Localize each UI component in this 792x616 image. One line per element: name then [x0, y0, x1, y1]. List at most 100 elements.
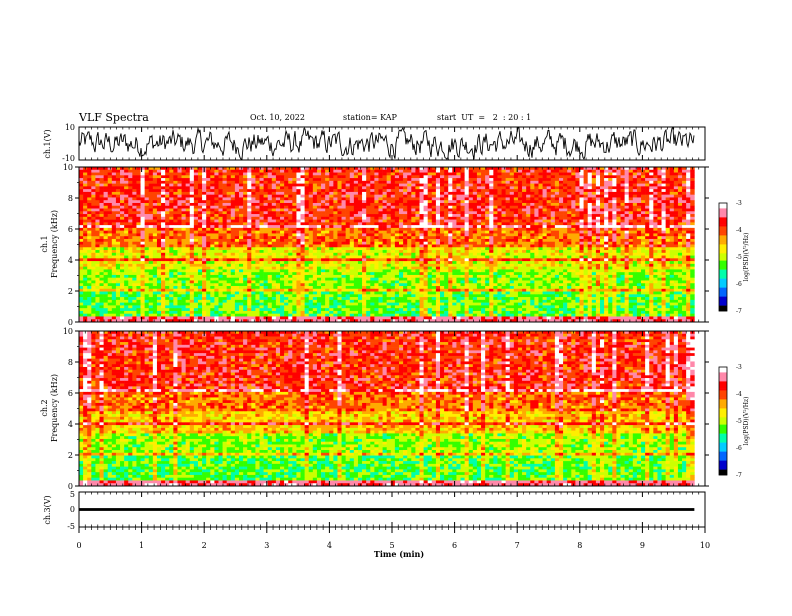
ch1-spectrogram-cell: [325, 250, 330, 254]
ch1-spectrogram-cell: [636, 202, 642, 207]
ch1-spectrogram-cell: [452, 189, 457, 193]
ch1-spectrogram-cell: [234, 238, 240, 243]
ch1-spectrogram-cell: [267, 167, 273, 171]
ch1-spectrogram-cell: [468, 208, 474, 212]
ch1-spectrogram-cell: [682, 219, 687, 223]
ch1-spectrogram-cell: [362, 236, 367, 240]
ch1-spectrogram-cell: [353, 194, 359, 198]
ch1-spectrogram-cell: [234, 194, 240, 198]
ch1-spectrogram-cell: [128, 189, 133, 193]
ch1-spectrogram-cell: [411, 172, 416, 176]
ch1-spectrogram-cell: [161, 244, 166, 248]
ch1-spectrogram-cell: [136, 167, 141, 171]
ch1-spectrogram-cell: [156, 233, 162, 237]
ch1-spectrogram-cell: [107, 189, 113, 193]
ch1-spectrogram-cell: [267, 178, 273, 182]
ch1-spectrogram-cell: [456, 244, 461, 248]
ch1-spectrogram-cell: [431, 172, 437, 176]
ch1-spectrogram-cell: [321, 227, 326, 231]
ch1-spectrogram-cell: [534, 194, 539, 198]
ch1-spectrogram-cell: [591, 238, 597, 243]
ch1-spectrogram-cell: [165, 236, 170, 240]
ch1-spectrogram-cell: [292, 202, 297, 207]
ch1-spectrogram-cell: [345, 250, 351, 254]
ch1-spectrogram-cell: [169, 178, 174, 182]
ch1-spectrogram-cell: [612, 202, 617, 207]
ch1-spectrogram-cell: [653, 186, 658, 190]
ch1-spectrogram-cell: [423, 255, 428, 259]
ch1-spectrogram-cell: [107, 200, 113, 204]
ch1-spectrogram-cell: [238, 191, 244, 195]
ch1-spectrogram-cell: [423, 241, 428, 245]
ch1-spectrogram-cell: [403, 250, 408, 254]
ch1-spectrogram-cell: [206, 233, 211, 237]
ch1-spectrogram-cell: [489, 202, 494, 207]
ch1-spectrogram-cell: [476, 211, 482, 215]
ch1-spectrogram-cell: [435, 250, 441, 254]
ch1-spectrogram-cell: [120, 191, 125, 195]
ch1-spectrogram-cell: [370, 205, 375, 209]
ch1-spectrogram-cell: [132, 178, 137, 182]
ch1-spectrogram-cell: [489, 169, 494, 173]
ch1-spectrogram-cell: [300, 250, 305, 254]
ch1-spectrogram-cell: [657, 178, 662, 182]
ch1-spectrogram-cell: [407, 211, 412, 215]
ch1-spectrogram-cell: [304, 202, 310, 207]
ch1-spectrogram-cell: [522, 214, 527, 218]
ch1-spectrogram-cell: [87, 255, 92, 259]
ch1-spectrogram-cell: [177, 211, 182, 215]
ch1-spectrogram-cell: [177, 189, 182, 193]
ch1-spectrogram-cell: [226, 233, 232, 237]
ch1-spectrogram-cell: [341, 183, 346, 187]
ch1-spectrogram-cell: [378, 225, 383, 229]
ch1-spectrogram-cell: [230, 230, 236, 234]
ch1-spectrogram-cell: [329, 247, 334, 251]
ch1-spectrogram-cell: [472, 186, 478, 190]
ch1-spectrogram-cell: [411, 219, 416, 223]
ch1-spectrogram-cell: [530, 241, 535, 245]
ch1-spectrogram-cell: [296, 169, 301, 173]
ch1-spectrogram-cell: [546, 247, 552, 251]
ch1-spectrogram-cell: [83, 219, 88, 223]
ch1-spectrogram-cell: [95, 216, 100, 220]
ch1-spectrogram-cell: [497, 178, 502, 182]
ch1-spectrogram-cell: [115, 241, 121, 245]
ch1-spectrogram-cell: [316, 194, 322, 198]
ch1-spectrogram-cell: [419, 194, 424, 198]
ch1-spectrogram-cell: [481, 238, 486, 243]
ch1-spectrogram-cell: [587, 167, 593, 171]
ch1-spectrogram-cell: [156, 172, 162, 176]
ch1-spectrogram-cell: [210, 208, 215, 212]
ch1-spectrogram-cell: [427, 225, 433, 229]
ch1-spectrogram-cell: [136, 222, 141, 226]
ch1-spectrogram-cell: [284, 191, 289, 195]
ch1-spectrogram-cell: [583, 244, 588, 248]
ch1-spectrogram-cell: [79, 252, 84, 256]
ch1-spectrogram-cell: [312, 175, 318, 179]
station-label: station= KAP: [343, 113, 397, 122]
ch1-spectrogram-cell: [107, 205, 113, 209]
ch1-spectrogram-cell: [682, 230, 687, 234]
ch1-spectrogram-cell: [649, 178, 654, 182]
ch1-spectrogram-cell: [345, 191, 351, 195]
ch1-spectrogram-cell: [530, 175, 535, 179]
ch1-spectrogram-cell: [419, 216, 424, 220]
ch1-spectrogram-cell: [210, 167, 215, 171]
ch1-spectrogram-cell: [271, 250, 277, 254]
ch1-spectrogram-cell: [554, 252, 560, 256]
ch1-spectrogram-cell: [263, 233, 269, 237]
ch1-spectrogram-cell: [366, 167, 371, 171]
ch1-spectrogram-cell: [497, 172, 502, 176]
ch1-spectrogram-cell: [181, 222, 186, 226]
ch1-spectrogram-cell: [308, 211, 314, 215]
ch1-spectrogram-cell: [653, 222, 658, 226]
ch1-spectrogram-cell: [177, 200, 182, 204]
ch1-spectrogram-cell: [509, 250, 515, 254]
ch1-spectrogram-cell: [394, 194, 400, 198]
ch1-spectrogram-cell: [107, 208, 113, 212]
ch1-spectrogram-cell: [600, 227, 605, 231]
ch1-spectrogram-cell: [452, 216, 457, 220]
ch1-spectrogram-cell: [152, 172, 158, 176]
ch1-spectrogram-cell: [604, 202, 609, 207]
ch1-spectrogram-cell: [206, 227, 211, 231]
